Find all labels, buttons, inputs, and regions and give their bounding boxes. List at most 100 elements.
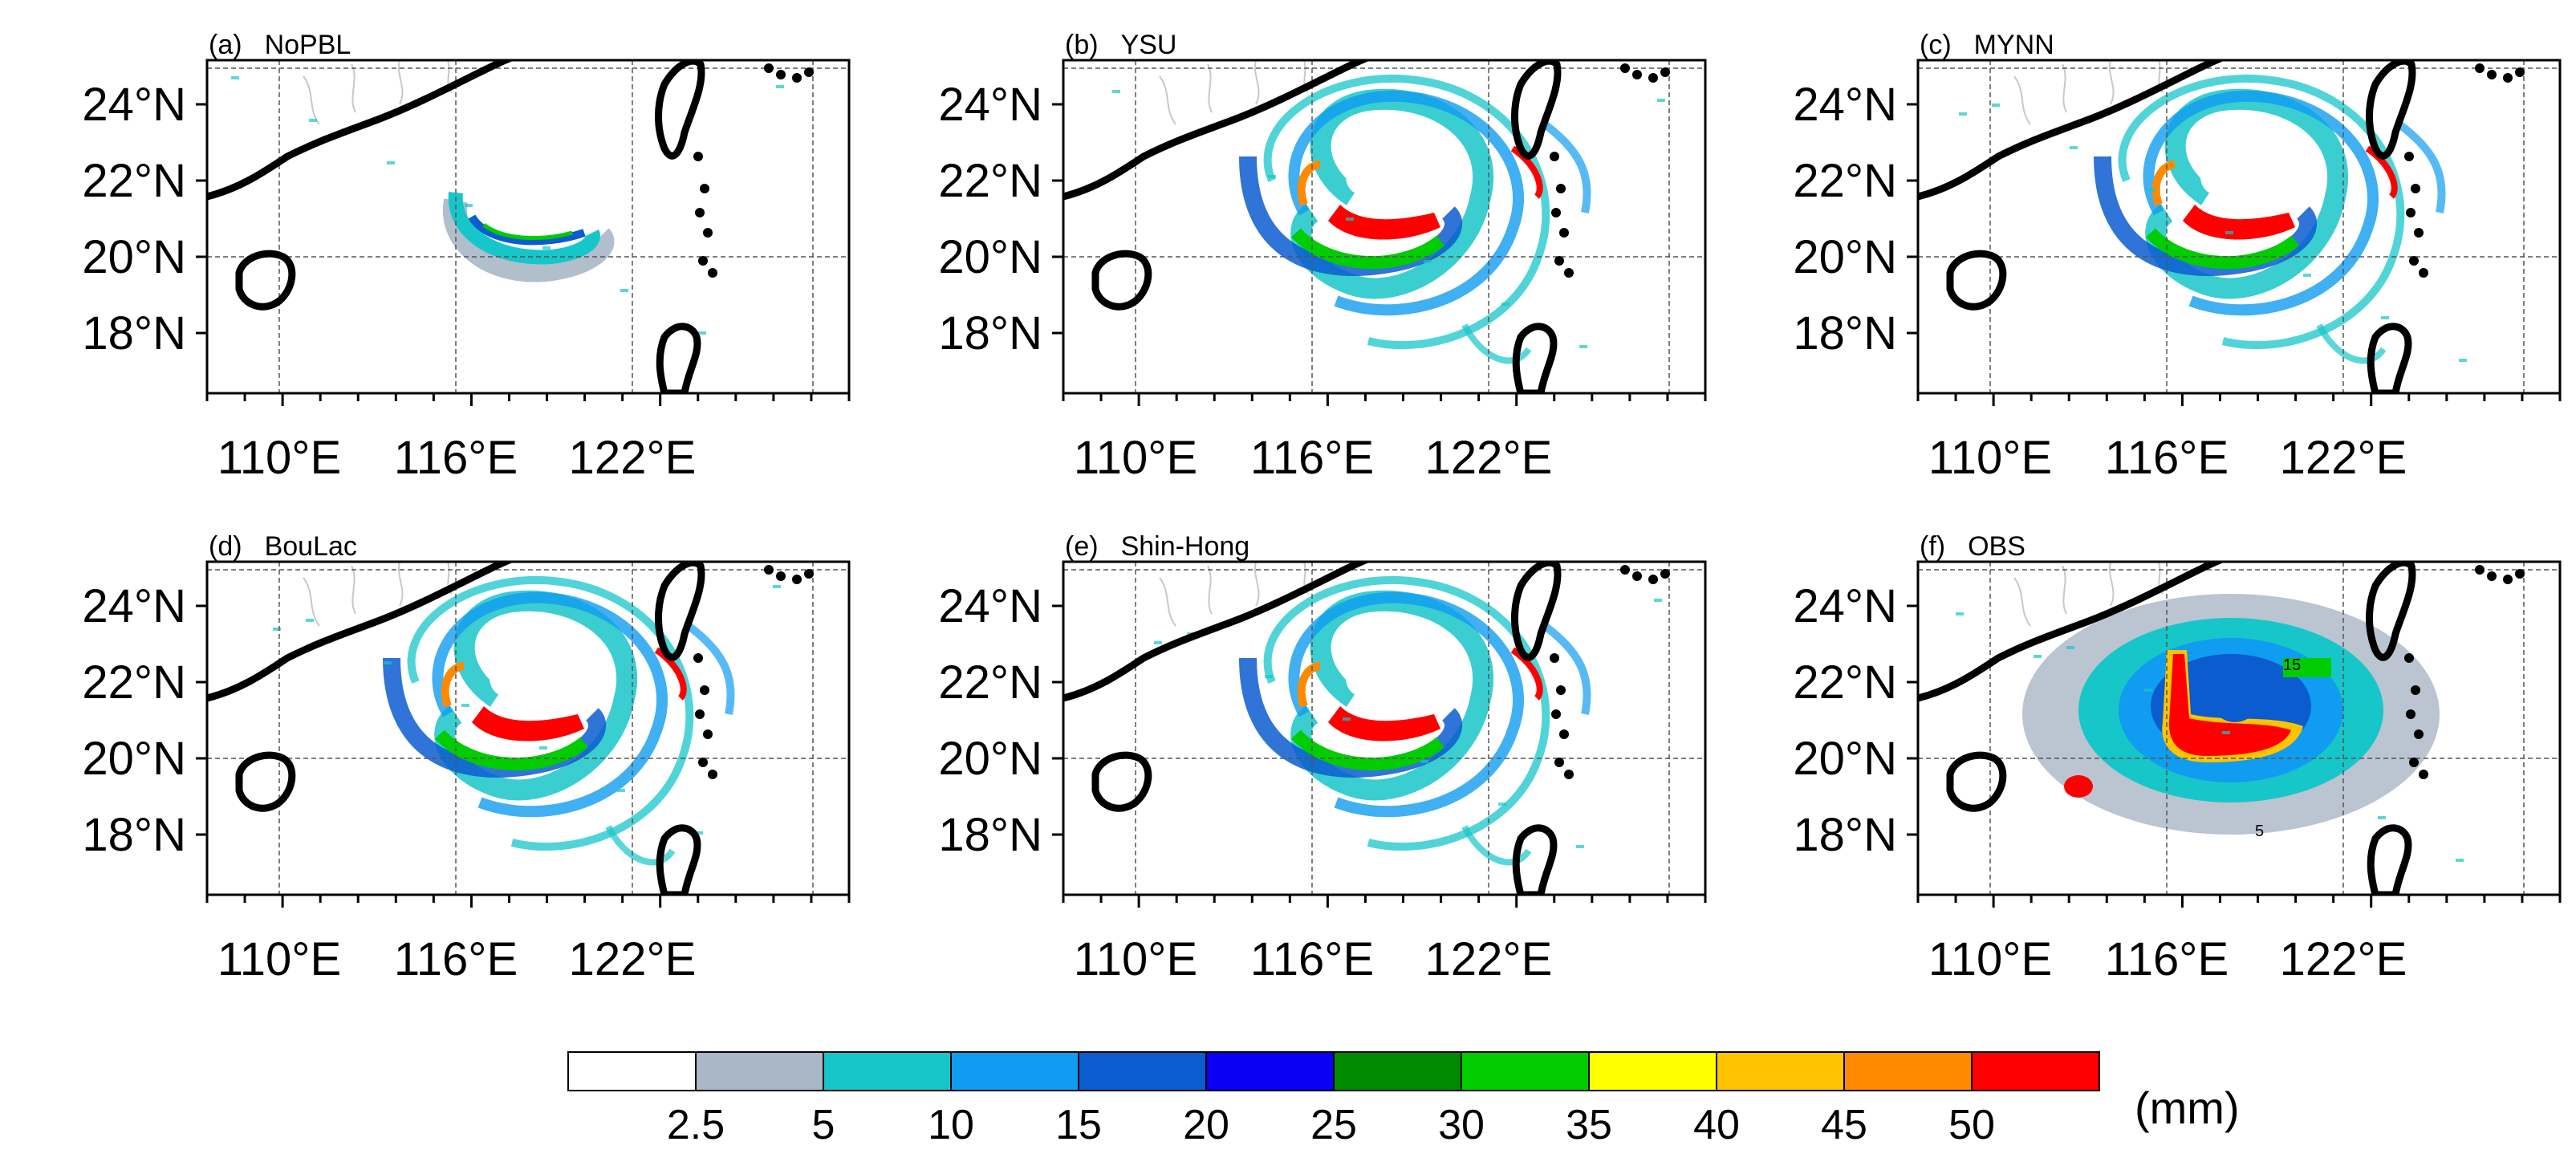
island-dot [693,653,703,663]
luzon-coastline [1512,824,1558,895]
map-frame [205,560,851,896]
lon-label: 116°E [394,432,518,484]
island-dot [695,709,705,719]
panel-name: Shin-Hong [1121,531,1250,562]
panel-name: OBS [1968,531,2025,562]
map-frame [1062,59,1707,395]
island-dot [708,268,717,278]
precipitation-field [2022,594,2440,835]
island-dot [1550,653,1559,663]
map-frame [1062,560,1707,896]
lat-label: 24°N [82,79,186,131]
map-area [207,60,849,393]
map-area [207,562,849,895]
island-dot [2503,73,2513,83]
colorbar-labels: 2.5 5 10 15 20 25 30 35 40 45 50 [667,1102,1995,1148]
contour-label: 5 [2255,823,2264,840]
lat-label: 22°N [938,155,1042,207]
colorbar-box [1461,1051,1590,1091]
luzon-coastline [656,323,701,393]
map-area [1063,562,1705,895]
rain-speck [231,76,239,79]
island-dot [2409,758,2419,767]
rain-speck [2147,189,2155,192]
map-frame [1916,59,2562,395]
panel-tag: (c) [1920,30,1952,60]
island-dot [1556,184,1566,193]
colorbar-box [823,1051,952,1091]
colorbar-label: 10 [928,1102,974,1148]
rain-speck [1956,612,1964,616]
lon-label: 122°E [569,933,697,985]
land-borders [2013,60,2164,125]
rain-speck [1657,99,1665,102]
lat-label: 18°N [938,809,1042,861]
island-dot [764,63,774,73]
lon-label: 122°E [1425,933,1553,985]
panel-tag: (f) [1920,531,1945,562]
rain-speck [1501,303,1509,306]
rain-speck [1420,760,1428,763]
lat-label: 22°N [1793,656,1897,709]
island-dot [700,685,709,695]
map-panel: 15 5 (f) OBS 24°N 22°N 20°N 18°N 110°E 116°E 122°E [1793,531,2562,985]
map-panel: (a) NoPBL 24°N 22°N 20°N 18°N 110°E 116°E 122°E [82,30,851,484]
panel-title: (f) OBS [1920,531,2025,562]
colorbar-box [1971,1051,2100,1091]
island-dot [1564,268,1574,278]
map-panels: (a) NoPBL 24°N 22°N 20°N 18°N 110°E 116°E 122°E (… [82,30,2562,985]
rain-speck [1992,104,2000,107]
island-dot [693,152,703,161]
lon-label: 122°E [569,432,697,484]
lat-label: 20°N [938,733,1042,785]
colorbar-label: 15 [1055,1102,1102,1148]
panel-title: (b) YSU [1065,30,1176,60]
lon-label: 110°E [1928,933,2052,985]
island-dot [2406,208,2416,217]
rain-speck [1343,717,1351,721]
island-dot [792,575,802,584]
map-panel: (e) Shin-Hong 24°N 22°N 20°N 18°N 110°E 116°E 12… [938,531,1707,985]
island-dot [708,770,717,779]
rain-speck [2303,274,2311,277]
island-dot [2404,152,2414,161]
lon-label: 116°E [394,933,518,985]
lat-label: 22°N [82,155,186,207]
panel-tag: (a) [209,30,242,60]
island-dot [804,569,814,579]
island-dot [1551,208,1561,217]
map-background [207,60,849,393]
land-borders [2013,562,2164,627]
lat-label: 18°N [82,307,186,360]
rain-speck [2300,774,2308,777]
lon-label: 122°E [1425,432,1553,484]
lon-label: 122°E [2280,432,2407,484]
island-dot [2409,256,2419,266]
island-dot [1564,770,1574,779]
land-borders [303,60,453,125]
colorbar-box [695,1051,824,1091]
island-dot [2414,228,2424,238]
land-borders [303,562,453,627]
colorbar-label: 5 [812,1102,835,1148]
rain-speck [1498,802,1506,806]
island-dot [2419,268,2428,278]
panel-tag: (d) [209,531,242,562]
island-dot [764,565,774,575]
island-dot [1550,152,1559,161]
lat-label: 20°N [938,231,1042,283]
island-dot [1559,729,1569,739]
hainan-coastline [235,250,296,311]
hainan-coastline [1091,250,1152,311]
colorbar: 2.5 5 10 15 20 25 30 35 40 45 50 (mm) [567,1051,2240,1148]
colorbar-label: 20 [1183,1102,1229,1148]
colorbar-box [1078,1051,1207,1091]
panel-name: NoPBL [265,30,351,60]
map-frame [1916,560,2562,896]
colorbar-box [1588,1051,1717,1091]
island-dot [1559,228,1569,238]
island-dot [1554,758,1564,767]
island-dot [2414,729,2424,739]
colorbar-box [1205,1051,1335,1091]
